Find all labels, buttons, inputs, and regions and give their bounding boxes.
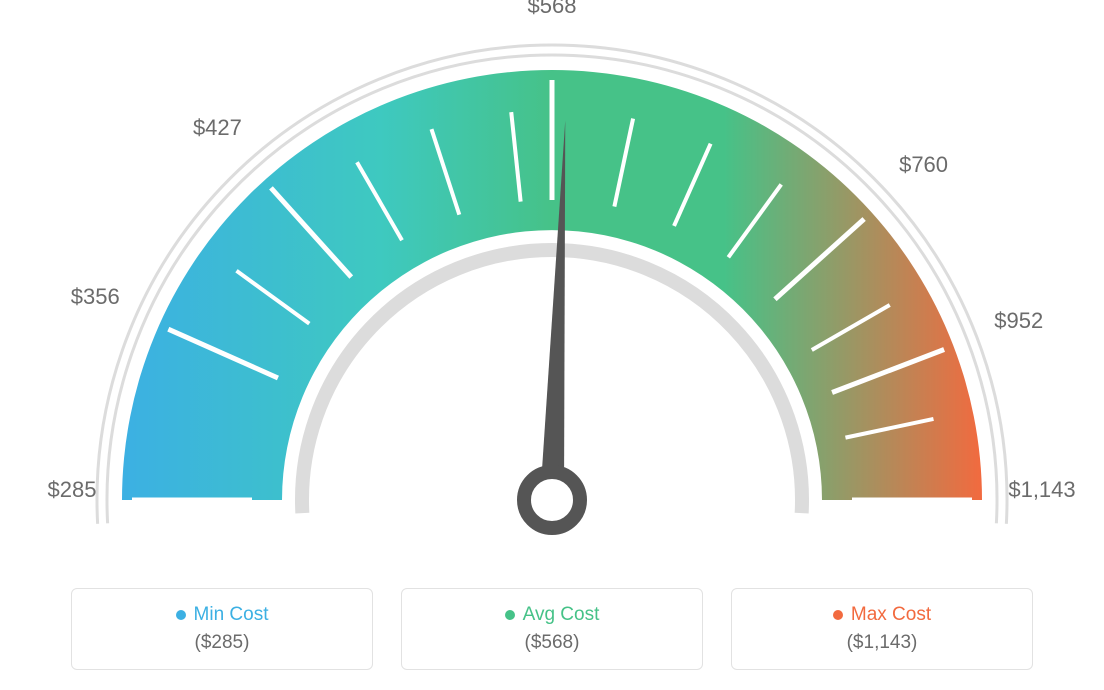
legend: Min Cost ($285) Avg Cost ($568) Max Cost… bbox=[0, 588, 1104, 670]
legend-dot-min bbox=[176, 610, 186, 620]
legend-max: Max Cost ($1,143) bbox=[731, 588, 1033, 670]
legend-label-avg: Avg Cost bbox=[523, 604, 600, 626]
legend-min: Min Cost ($285) bbox=[71, 588, 373, 670]
legend-value-max: ($1,143) bbox=[847, 632, 918, 654]
gauge-svg bbox=[0, 0, 1104, 560]
legend-dot-max bbox=[833, 610, 843, 620]
gauge-tick-label: $285 bbox=[48, 477, 97, 503]
gauge-tick-label: $568 bbox=[528, 0, 577, 19]
legend-value-min: ($285) bbox=[195, 632, 250, 654]
gauge-tick-label: $952 bbox=[994, 308, 1043, 334]
legend-label-max: Max Cost bbox=[851, 604, 931, 626]
legend-dot-avg bbox=[505, 610, 515, 620]
cost-gauge: $285 $356 $427 $568 $760 $952 $1,143 bbox=[0, 0, 1104, 560]
legend-label-min: Min Cost bbox=[194, 604, 269, 626]
gauge-tick-label: $427 bbox=[193, 115, 242, 141]
gauge-tick-label: $356 bbox=[71, 284, 120, 310]
gauge-tick-label: $1,143 bbox=[1008, 477, 1075, 503]
gauge-tick-label: $760 bbox=[899, 152, 948, 178]
legend-value-avg: ($568) bbox=[525, 632, 580, 654]
legend-avg: Avg Cost ($568) bbox=[401, 588, 703, 670]
